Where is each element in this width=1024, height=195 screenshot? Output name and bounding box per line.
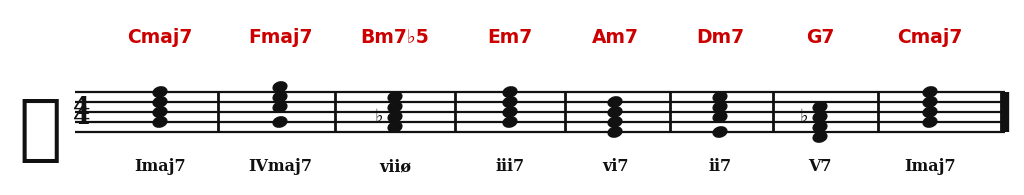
Text: viiø: viiø (379, 158, 411, 175)
Ellipse shape (503, 117, 517, 127)
Text: Dm7: Dm7 (696, 28, 744, 47)
Ellipse shape (388, 92, 401, 102)
Ellipse shape (388, 102, 401, 112)
Text: IVmaj7: IVmaj7 (248, 158, 312, 175)
Ellipse shape (813, 102, 827, 112)
Text: iii7: iii7 (496, 158, 524, 175)
Text: 4: 4 (74, 95, 91, 119)
Ellipse shape (713, 112, 727, 122)
Ellipse shape (388, 122, 401, 132)
Text: Cmaj7: Cmaj7 (897, 28, 963, 47)
Ellipse shape (154, 117, 167, 127)
Text: ♭: ♭ (375, 108, 383, 126)
Ellipse shape (503, 87, 517, 97)
Text: V7: V7 (808, 158, 831, 175)
Ellipse shape (608, 97, 622, 107)
Ellipse shape (923, 117, 937, 127)
Ellipse shape (608, 127, 622, 137)
Ellipse shape (608, 107, 622, 117)
Text: 4: 4 (74, 105, 91, 129)
Text: Imaj7: Imaj7 (134, 158, 185, 175)
Ellipse shape (608, 117, 622, 127)
Text: Em7: Em7 (487, 28, 532, 47)
Ellipse shape (503, 97, 517, 107)
Ellipse shape (388, 112, 401, 122)
Ellipse shape (273, 102, 287, 112)
Text: Am7: Am7 (592, 28, 639, 47)
Ellipse shape (154, 97, 167, 107)
Ellipse shape (813, 122, 827, 132)
Text: 𝄞: 𝄞 (18, 95, 61, 165)
Ellipse shape (713, 127, 727, 137)
Text: Imaj7: Imaj7 (904, 158, 955, 175)
Ellipse shape (154, 107, 167, 117)
Text: G7: G7 (806, 28, 835, 47)
Ellipse shape (273, 117, 287, 127)
Ellipse shape (923, 97, 937, 107)
Ellipse shape (503, 107, 517, 117)
Ellipse shape (813, 132, 827, 142)
Ellipse shape (154, 87, 167, 97)
Text: ♭: ♭ (800, 108, 808, 126)
Ellipse shape (273, 92, 287, 102)
Text: Fmaj7: Fmaj7 (248, 28, 312, 47)
Text: vi7: vi7 (602, 158, 629, 175)
Text: ii7: ii7 (709, 158, 731, 175)
Ellipse shape (813, 112, 827, 122)
Text: Cmaj7: Cmaj7 (127, 28, 193, 47)
Text: Bm7♭5: Bm7♭5 (360, 28, 429, 47)
Ellipse shape (923, 107, 937, 117)
Ellipse shape (713, 102, 727, 112)
Ellipse shape (273, 82, 287, 92)
Ellipse shape (923, 87, 937, 97)
Ellipse shape (713, 92, 727, 102)
